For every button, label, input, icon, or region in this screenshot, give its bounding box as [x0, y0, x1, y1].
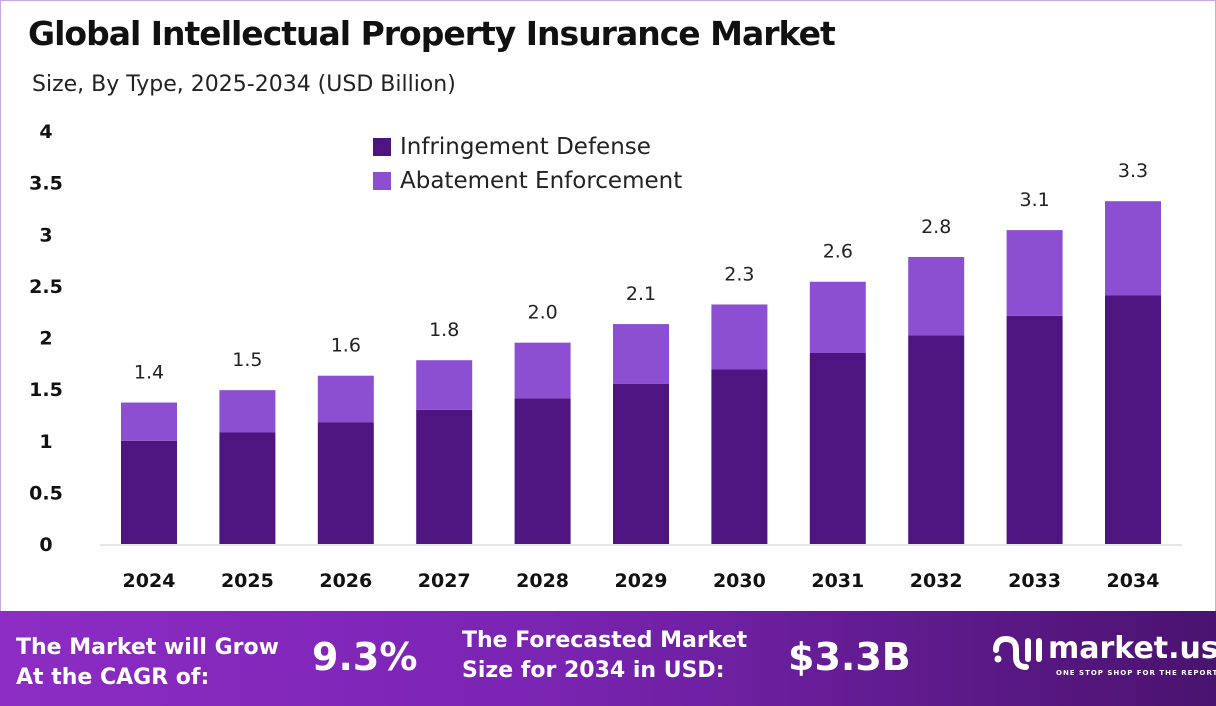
bar-infringement-defense [613, 383, 669, 544]
cagr-label-line2: At the CAGR of: [16, 665, 210, 690]
bar-infringement-defense [1105, 295, 1161, 544]
bar-chart: 0 0.5 1 1.5 2 2.5 3 3.5 4 1.4 2024 1.5 2025 1.6 2026 1.… [29, 121, 1182, 592]
bar-infringement-defense [1006, 315, 1063, 544]
total-data-label: 1.8 [429, 319, 459, 341]
y-tick-label: 3 [39, 224, 52, 246]
footer-banner: The Market will Grow At the CAGR of: 9.3… [0, 611, 1216, 706]
cagr-label: The Market will Grow At the CAGR of: [16, 633, 279, 693]
x-tick-label: 2029 [615, 570, 668, 592]
x-tick-label: 2026 [319, 570, 372, 592]
total-data-label: 2.8 [921, 216, 951, 238]
total-data-label: 2.3 [724, 263, 754, 285]
x-tick-label: 2025 [221, 570, 274, 592]
total-data-label: 3.3 [1118, 160, 1148, 182]
total-data-label: 2.1 [626, 283, 656, 305]
cagr-label-line1: The Market will Grow [16, 635, 279, 660]
bar-abatement-enforcement [219, 390, 276, 433]
bar-abatement-enforcement [908, 256, 965, 336]
x-tick-label: 2034 [1107, 570, 1160, 592]
forecast-label-line2: Size for 2034 in USD: [462, 658, 725, 683]
logo-tagline: ONE STOP SHOP FOR THE REPORTS [1056, 669, 1216, 677]
x-tick-label: 2033 [1008, 570, 1061, 592]
logo-name: market.us [1048, 631, 1216, 666]
bar-infringement-defense [711, 369, 768, 544]
legend-swatch [373, 172, 391, 190]
x-tick-label: 2032 [910, 570, 963, 592]
bar-abatement-enforcement [1105, 201, 1161, 296]
bar-abatement-enforcement [711, 304, 768, 370]
total-data-label: 3.1 [1019, 189, 1049, 211]
total-data-label: 1.6 [331, 335, 361, 357]
bar-abatement-enforcement [809, 281, 866, 353]
total-data-label: 1.4 [134, 362, 164, 384]
bar-infringement-defense [219, 432, 276, 544]
y-tick-label: 3.5 [29, 173, 63, 195]
x-tick-label: 2030 [713, 570, 766, 592]
legend-label: Abatement Enforcement [400, 168, 682, 194]
y-tick-label: 2.5 [29, 276, 63, 298]
bar-infringement-defense [121, 440, 177, 544]
market-us-logo-icon [993, 635, 1042, 670]
cagr-value: 9.3% [312, 635, 418, 679]
y-tick-label: 0.5 [29, 482, 63, 504]
y-tick-label: 1 [39, 431, 52, 453]
y-tick-label: 0 [39, 534, 52, 556]
bar-abatement-enforcement [121, 402, 177, 441]
forecast-value: $3.3B [788, 635, 911, 679]
bar-abatement-enforcement [1006, 230, 1063, 316]
x-tick-label: 2027 [418, 570, 471, 592]
total-data-label: 2.6 [823, 241, 853, 263]
forecast-label-line1: The Forecasted Market [462, 628, 748, 653]
bar-infringement-defense [908, 335, 965, 544]
total-data-label: 1.5 [232, 349, 262, 371]
x-tick-label: 2031 [811, 570, 864, 592]
x-tick-label: 2024 [123, 570, 176, 592]
chart-title: Global Intellectual Property Insurance M… [28, 14, 836, 53]
bar-abatement-enforcement [514, 342, 571, 399]
bar-abatement-enforcement [317, 375, 374, 423]
forecast-label: The Forecasted Market Size for 2034 in U… [462, 626, 747, 686]
y-tick-label: 4 [39, 121, 52, 143]
x-tick-label: 2028 [516, 570, 569, 592]
bar-infringement-defense [317, 422, 374, 544]
chart-subtitle: Size, By Type, 2025-2034 (USD Billion) [32, 72, 456, 97]
bar-infringement-defense [514, 398, 571, 544]
legend-label: Infringement Defense [400, 134, 651, 160]
bar-abatement-enforcement [613, 324, 669, 384]
bar-abatement-enforcement [416, 360, 473, 410]
bar-infringement-defense [416, 409, 473, 544]
y-tick-label: 1.5 [29, 379, 63, 401]
total-data-label: 2.0 [527, 302, 557, 324]
bar-infringement-defense [809, 352, 866, 544]
legend-swatch [373, 138, 391, 156]
y-tick-label: 2 [39, 328, 52, 350]
